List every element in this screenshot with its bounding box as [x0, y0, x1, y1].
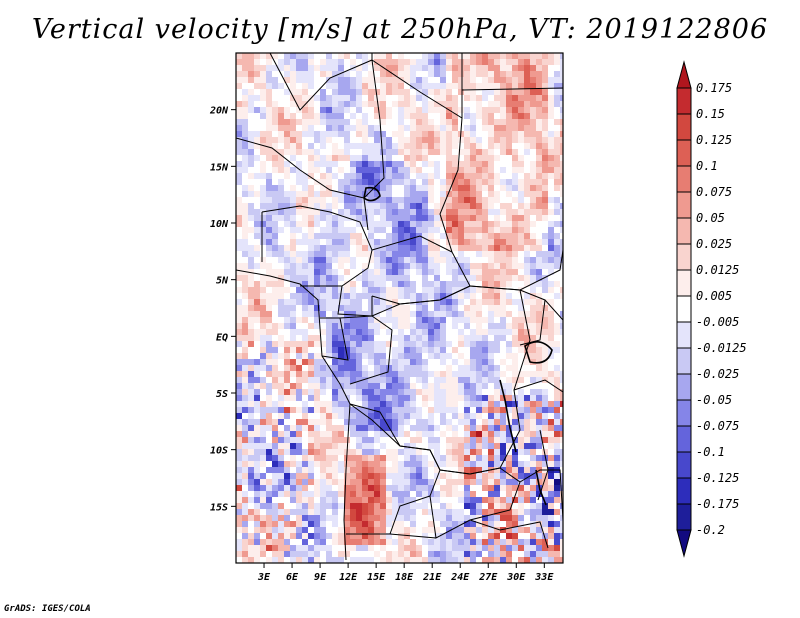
colorbar-label: 0.025: [696, 237, 732, 251]
colorbar-swatch: [676, 113, 692, 141]
border-namibia: [346, 533, 437, 539]
lat-tick-label: 5N: [216, 276, 229, 287]
border-mozambique: [519, 469, 563, 521]
colorbar-swatch: [676, 477, 692, 505]
colorbar-label: -0.1: [696, 445, 725, 459]
colorbar-label: -0.175: [696, 497, 739, 511]
lon-tick-label: 15E: [367, 572, 386, 583]
border-cameroon: [337, 285, 373, 317]
colorbar-label: -0.025: [696, 367, 739, 381]
lon-tick-label: 27E: [478, 572, 498, 583]
colorbar: 0.175 0.15 0.125 0.1 0.075 0.05 0.025 0.0125 0.0…: [676, 60, 747, 558]
colorbar-swatch: [676, 425, 692, 453]
lat-tick-label: 10S: [210, 446, 228, 457]
lon-tick-label: 12E: [339, 572, 358, 583]
colorbar-label: 0.075: [696, 185, 732, 199]
colorbar-label: 0.005: [696, 289, 732, 303]
colorbar-lower-arrow: [676, 529, 692, 558]
map-title: Vertical velocity [m/s] at 250hPa, VT: 2…: [31, 14, 769, 45]
colorbar-label: 0.15: [696, 107, 725, 121]
colorbar-swatch: [676, 347, 692, 375]
colorbar-swatch: [676, 217, 692, 245]
colorbar-swatch: [676, 373, 692, 401]
colorbar-swatch: [676, 295, 692, 323]
border-congo: [339, 315, 393, 385]
colorbar-swatch: [676, 191, 692, 219]
map-panel[interactable]: [235, 52, 567, 564]
lon-tick-label: 9E: [314, 572, 327, 583]
colorbar-swatch: [676, 87, 692, 115]
border-nigeria: [261, 205, 373, 287]
colorbar-swatch: [676, 321, 692, 349]
lake-chad: [363, 186, 381, 202]
latitude-axis: 20N 15N 10N 5N EQ 5S 10S 15S: [209, 106, 236, 513]
colorbar-label: -0.125: [696, 471, 739, 485]
colorbar-label: -0.2: [696, 523, 725, 537]
lat-tick-label: EQ: [216, 332, 228, 343]
lat-tick-label: 10N: [210, 219, 229, 230]
border-gabon: [320, 317, 349, 361]
colorbar-label: 0.0125: [696, 263, 739, 277]
lon-tick-label: 3E: [257, 572, 271, 583]
border-niger-chad: [363, 59, 385, 231]
border-tanzania: [513, 379, 563, 393]
lake-tanganyika: [499, 379, 517, 453]
map-frame: [235, 52, 564, 564]
lakes: [363, 186, 553, 506]
border-chad-sudan: [439, 117, 463, 253]
coastline-gulf: [236, 269, 351, 561]
lake-malawi: [535, 469, 547, 506]
colorbar-label: 0.175: [696, 81, 732, 95]
colorbar-label: -0.0125: [696, 341, 747, 355]
colorbar-swatch: [676, 399, 692, 427]
colorbar-swatch: [676, 269, 692, 297]
velocity-field: [236, 53, 563, 563]
colorbar-swatch: [676, 451, 692, 479]
lake-victoria: [524, 341, 553, 364]
border-algeria-libya: [269, 53, 373, 111]
longitude-axis: 3E 6E 9E 12E 15E 18E 21E 24E 27E 30E 33E: [257, 563, 554, 583]
colorbar-label: -0.075: [696, 419, 739, 433]
lat-tick-label: 15N: [210, 162, 229, 173]
colorbar-label: 0.1: [696, 159, 718, 173]
colorbar-swatch: [676, 165, 692, 193]
lon-tick-label: 30E: [506, 572, 526, 583]
lon-tick-label: 33E: [534, 572, 554, 583]
border-egypt: [461, 87, 563, 91]
lon-tick-label: 6E: [286, 572, 299, 583]
colorbar-label: 0.125: [696, 133, 732, 147]
country-borders: [236, 53, 563, 561]
border-kenya: [544, 299, 563, 321]
border-zambia: [429, 467, 521, 539]
lat-tick-label: 20N: [209, 106, 229, 117]
lat-tick-label: 15S: [210, 502, 228, 513]
colorbar-label: 0.05: [696, 211, 725, 225]
colorbar-label: -0.05: [696, 393, 732, 407]
colorbar-label: -0.005: [696, 315, 739, 329]
colorbar-swatch: [676, 243, 692, 271]
lon-tick-label: 24E: [450, 572, 470, 583]
lat-tick-label: 5S: [216, 389, 228, 400]
border-malawi: [537, 429, 549, 501]
border-libya-sudan: [371, 53, 463, 119]
lon-tick-label: 18E: [395, 572, 414, 583]
colorbar-upper-arrow: [676, 60, 692, 89]
border-zimbabwe: [469, 519, 549, 549]
colorbar-swatch: [676, 503, 692, 531]
colorbar-swatch: [676, 139, 692, 167]
border-mali-niger: [236, 137, 365, 199]
grads-credit: GrADS: IGES/COLA: [4, 604, 91, 614]
lon-tick-label: 21E: [422, 572, 442, 583]
